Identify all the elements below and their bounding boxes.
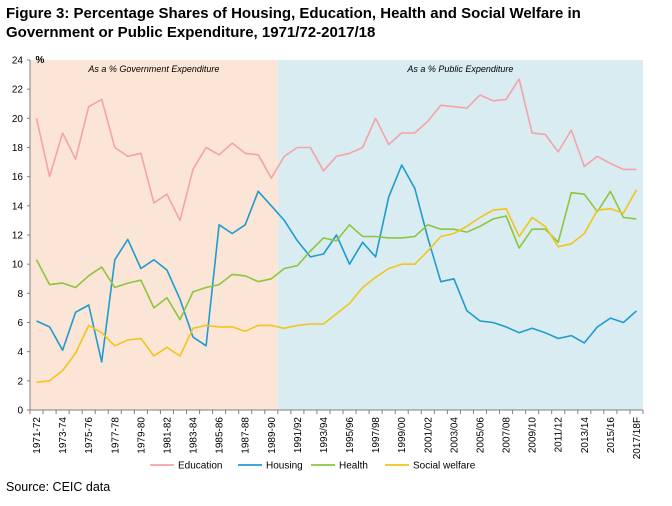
y-tick-label: 24: [12, 56, 24, 67]
y-axis-label: %: [36, 55, 45, 66]
x-tick-label: 1979-80: [136, 417, 147, 454]
x-tick-label: 1975-76: [84, 417, 95, 454]
y-tick-label: 8: [17, 289, 23, 300]
y-tick-label: 6: [17, 318, 23, 329]
x-tick-label: 1973-74: [58, 417, 69, 454]
x-tick-label: 2001/02: [423, 417, 434, 454]
legend-label: Health: [339, 461, 368, 472]
x-tick-label: 2015/16: [606, 417, 617, 454]
x-tick-label: 1983-84: [189, 417, 200, 454]
x-tick-label: 1987-88: [241, 417, 252, 454]
x-tick-label: 1981-82: [162, 417, 173, 454]
region-label-0: As a % Government Expenditure: [87, 64, 219, 74]
x-tick-label: 2009/10: [528, 417, 539, 454]
source-note: Source: CEIC data: [6, 480, 111, 494]
x-tick-label: 1993/94: [319, 417, 330, 454]
x-tick-label: 1997/98: [371, 417, 382, 454]
x-tick-label: 2013/14: [580, 417, 591, 454]
x-tick-label: 1999/00: [397, 417, 408, 454]
series-line-social-welfare: [36, 189, 638, 384]
x-tick-label: 1985-86: [215, 417, 226, 454]
x-tick-label: 1991/92: [293, 417, 304, 454]
region-label-1: As a % Public Expenditure: [406, 64, 513, 74]
y-tick-label: 2: [17, 376, 23, 387]
series-line-health: [35, 190, 637, 321]
y-tick-label: 0: [17, 406, 23, 417]
series-lines: [35, 78, 638, 384]
series-line-education: [35, 78, 637, 222]
region-band-1: [277, 60, 643, 410]
legend: Education Housing Health Social welfare: [150, 461, 476, 472]
legend-label: Social welfare: [413, 461, 476, 472]
x-tick-label: 2003/04: [449, 417, 460, 454]
y-tick-label: 20: [12, 114, 24, 125]
x-tick-label: 2017/18F: [632, 417, 643, 459]
y-tick-label: 4: [17, 347, 23, 358]
y-tick-label: 18: [12, 143, 24, 154]
x-tick-label: 2005/06: [475, 417, 486, 454]
x-tick-label: 1995/96: [345, 417, 356, 454]
y-tick-label: 14: [12, 201, 24, 212]
y-tick-label: 16: [12, 172, 24, 183]
chart-title: Figure 3: Percentage Shares of Housing, …: [6, 5, 581, 41]
y-tick-label: 12: [12, 231, 24, 242]
legend-label: Housing: [266, 461, 303, 472]
legend-label: Education: [178, 461, 222, 472]
series-line-housing: [36, 164, 638, 363]
x-tick-label: 2011/12: [554, 417, 565, 453]
x-tick-label: 1989-90: [267, 417, 278, 454]
y-tick-label: 22: [12, 85, 24, 96]
x-tick-label: 2007/08: [502, 417, 513, 454]
region-band-0: [30, 60, 278, 410]
x-tick-label: 1971-72: [32, 417, 43, 454]
y-tick-label: 10: [12, 260, 24, 271]
x-tick-label: 1977-78: [110, 417, 121, 454]
